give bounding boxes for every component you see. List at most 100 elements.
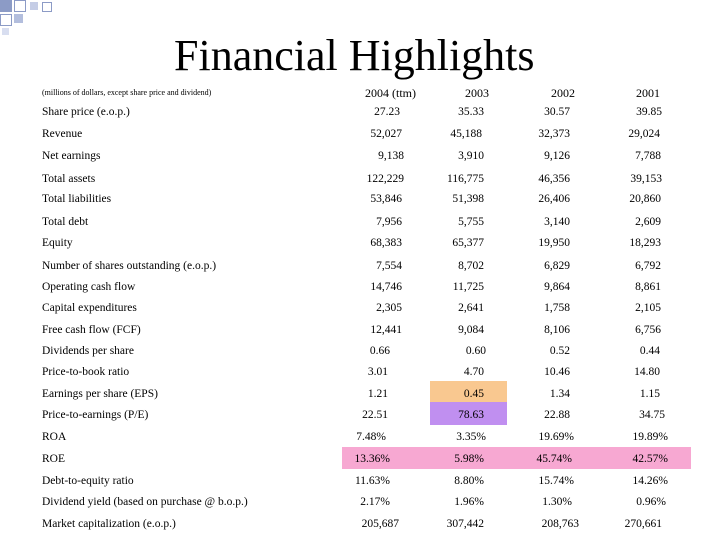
cell-2003: 8,702 <box>458 260 484 272</box>
cell-2001: 1.15 <box>639 388 660 400</box>
cell-2004: 14,746 <box>370 281 402 293</box>
cell-2003: 0.45 <box>463 388 484 400</box>
cell-2002: 10.46 <box>544 366 570 378</box>
cell-2001: 6,756 <box>635 324 661 336</box>
cell-2001: 39,153 <box>630 173 662 185</box>
row-label: Total assets <box>42 173 96 185</box>
cell-2002: 32,373 <box>538 128 570 140</box>
cell-2001: 2,609 <box>635 216 661 228</box>
cell-2003: 8.80% <box>454 475 484 487</box>
cell-2002: 3,140 <box>544 216 570 228</box>
page-title: Financial Highlights <box>174 31 535 80</box>
cell-2004: 52,027 <box>370 128 402 140</box>
cell-2001: 20,860 <box>629 193 661 205</box>
row-label: Number of shares outstanding (e.o.p.) <box>42 260 217 272</box>
row-label: Share price (e.o.p.) <box>42 106 130 118</box>
cell-2001: 39.85 <box>636 106 662 118</box>
column-header-2004: 2004 (ttm) <box>365 86 416 100</box>
units-note: (millions of dollars, except share price… <box>42 88 212 97</box>
cell-2003: 5.98% <box>454 453 484 465</box>
cell-2004: 7.48% <box>356 431 386 443</box>
cell-2001: 18,293 <box>629 237 661 249</box>
cell-2003: 3,910 <box>458 150 484 162</box>
cell-2001: 29,024 <box>628 128 660 140</box>
cell-2003: 51,398 <box>452 193 484 205</box>
cell-2003: 5,755 <box>458 216 484 228</box>
row-label: ROE <box>42 453 65 465</box>
row-label: Revenue <box>42 128 83 140</box>
cell-2003: 35.33 <box>458 106 484 118</box>
deco-square <box>42 2 52 12</box>
cell-2002: 6,829 <box>544 260 570 272</box>
cell-2002: 19.69% <box>538 431 574 443</box>
cell-2004: 9,138 <box>378 150 404 162</box>
column-header-2002: 2002 <box>551 86 575 100</box>
cell-2001: 8,861 <box>635 281 661 293</box>
cell-2001: 14.80 <box>634 366 660 378</box>
row-label: Operating cash flow <box>42 281 136 293</box>
row-label: Price-to-book ratio <box>42 366 130 378</box>
cell-2004: 27.23 <box>374 106 400 118</box>
cell-2003: 11,725 <box>452 281 484 293</box>
deco-square <box>30 2 38 10</box>
cell-2003: 9,084 <box>458 324 484 336</box>
row-label: Market capitalization (e.o.p.) <box>42 518 176 530</box>
cell-2003: 307,442 <box>446 518 484 530</box>
roe-row-highlight <box>342 447 691 469</box>
cell-2001: 2,105 <box>635 302 661 314</box>
row-label: Price-to-earnings (P/E) <box>42 409 149 421</box>
cell-2004: 53,846 <box>370 193 402 205</box>
deco-square <box>0 14 12 26</box>
cell-2001: 0.44 <box>639 345 660 357</box>
cell-2002: 15.74% <box>538 475 574 487</box>
cell-2003: 2,641 <box>458 302 484 314</box>
cell-2004: 22.51 <box>362 409 388 421</box>
cell-2003: 45,188 <box>450 128 482 140</box>
row-label: Debt-to-equity ratio <box>42 475 134 487</box>
cell-2004: 7,554 <box>376 260 402 272</box>
cell-2002: 1.30% <box>542 496 572 508</box>
cell-2001: 19.89% <box>632 431 668 443</box>
cell-2003: 0.60 <box>465 345 486 357</box>
cell-2002: 0.52 <box>549 345 570 357</box>
column-header-2003: 2003 <box>465 86 489 100</box>
cell-2004: 13.36% <box>354 453 390 465</box>
cell-2004: 0.66 <box>369 345 390 357</box>
row-label: Dividend yield (based on purchase @ b.o.… <box>42 496 248 508</box>
row-label: Capital expenditures <box>42 302 137 314</box>
cell-2003: 65,377 <box>452 237 484 249</box>
row-label: Free cash flow (FCF) <box>42 324 141 336</box>
cell-2004: 12,441 <box>370 324 402 336</box>
cell-2003: 1.96% <box>454 496 484 508</box>
eps-2003-highlight <box>430 381 507 402</box>
pe-2003-highlight <box>430 402 507 425</box>
cell-2004: 68,383 <box>370 237 402 249</box>
cell-2001: 42.57% <box>632 453 668 465</box>
cell-2004: 7,956 <box>376 216 402 228</box>
cell-2002: 1.34 <box>549 388 570 400</box>
cell-2004: 2.17% <box>360 496 390 508</box>
cell-2004: 3.01 <box>367 366 388 378</box>
row-label: Equity <box>42 237 73 249</box>
row-label: Total debt <box>42 216 89 228</box>
cell-2002: 8,106 <box>544 324 570 336</box>
cell-2002: 9,864 <box>544 281 570 293</box>
cell-2001: 14.26% <box>632 475 668 487</box>
row-label: Earnings per share (EPS) <box>42 388 158 400</box>
cell-2002: 26,406 <box>538 193 570 205</box>
cell-2004: 205,687 <box>361 518 399 530</box>
deco-square <box>14 14 23 23</box>
cell-2004: 1.21 <box>367 388 388 400</box>
cell-2002: 45.74% <box>536 453 572 465</box>
cell-2002: 9,126 <box>544 150 570 162</box>
cell-2002: 22.88 <box>544 409 570 421</box>
cell-2002: 208,763 <box>541 518 579 530</box>
cell-2001: 34.75 <box>639 409 665 421</box>
deco-square <box>14 0 26 12</box>
column-header-2001: 2001 <box>636 86 660 100</box>
cell-2001: 270,661 <box>624 518 662 530</box>
row-label: Total liabilities <box>42 193 112 205</box>
cell-2002: 30.57 <box>544 106 570 118</box>
cell-2003: 4.70 <box>463 366 484 378</box>
cell-2004: 2,305 <box>376 302 402 314</box>
